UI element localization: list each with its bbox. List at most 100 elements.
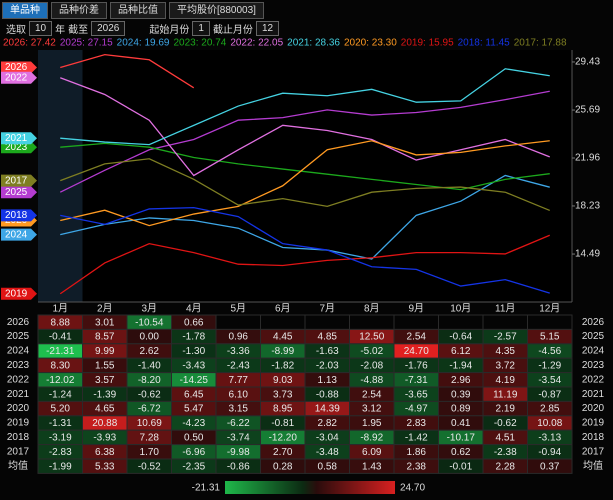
cell <box>215 314 261 330</box>
cell-value: -3.19 <box>49 433 72 444</box>
year-tag <box>1 287 37 300</box>
cell-value: -1.63 <box>316 346 339 357</box>
cell-value: -8.99 <box>271 346 294 357</box>
row-label: 2024 <box>582 346 605 357</box>
y-tick-label: 18.23 <box>575 201 600 212</box>
cell-value: -0.41 <box>49 332 72 343</box>
cell-value: -4.56 <box>538 346 561 357</box>
series-line <box>60 77 550 177</box>
cell-value: 3.01 <box>95 317 115 328</box>
year-tag-label: 2018 <box>5 210 28 221</box>
label: 选取 <box>6 25 26 36</box>
cell-value: 8.95 <box>273 404 293 415</box>
row-label: 2024 <box>7 346 30 357</box>
year-tag <box>1 186 37 199</box>
cell-value: 4.51 <box>496 433 516 444</box>
cell-value: -3.93 <box>93 433 116 444</box>
cell-value: 6.45 <box>184 389 204 400</box>
cell-value: 3.73 <box>273 389 293 400</box>
tab[interactable]: 单品种 <box>2 2 48 19</box>
year-tag <box>1 71 37 84</box>
cell-value: 5.15 <box>540 332 560 343</box>
series-line <box>60 174 550 260</box>
cell-value: 2.70 <box>273 447 293 458</box>
legend-entry: 2023: 20.74 <box>173 38 226 49</box>
series-line <box>60 206 550 294</box>
cell-value: -6.22 <box>227 418 250 429</box>
month-highlight <box>38 50 83 302</box>
cell-value: -0.01 <box>449 461 472 472</box>
cell-value: 0.00 <box>140 332 160 343</box>
cell-value: 0.39 <box>451 389 471 400</box>
row-label: 2023 <box>7 360 30 371</box>
label: 年 <box>55 25 66 36</box>
cell-value: 0.89 <box>451 404 471 415</box>
cell-value: 5.47 <box>184 404 204 415</box>
cell-value: 10.69 <box>137 418 162 429</box>
tab[interactable]: 平均股价[880003] <box>169 2 264 19</box>
cell-value: -3.74 <box>227 433 250 444</box>
label: 截止月份 <box>212 25 253 36</box>
series-line <box>60 68 550 146</box>
x-tick-label: 6月 <box>275 303 291 315</box>
x-tick-label: 9月 <box>408 303 424 315</box>
cell <box>349 314 395 330</box>
cell-value: -0.62 <box>138 389 161 400</box>
cell-value: -9.98 <box>227 447 250 458</box>
cell-value: 0.58 <box>318 461 338 472</box>
row-label: 2022 <box>582 374 605 385</box>
controls: 选取 10 年 截至 2026 起始月份 1 截止月份 12 <box>6 21 280 36</box>
cell-value: -0.81 <box>271 418 294 429</box>
cell <box>260 314 306 330</box>
scale-min: -21.31 <box>192 483 221 494</box>
series-line <box>60 140 550 227</box>
tab[interactable]: 品种价差 <box>51 2 107 19</box>
row-label: 2019 <box>582 418 605 429</box>
cell-value: -3.54 <box>538 375 561 386</box>
x-tick-label: 3月 <box>141 303 157 315</box>
cell-value: 2.54 <box>362 389 382 400</box>
cell-value: -3.43 <box>182 361 205 372</box>
cell-value: 5.33 <box>95 461 115 472</box>
row-label: 2017 <box>582 446 605 457</box>
row-label: 2021 <box>7 389 30 400</box>
tab[interactable]: 品种比值 <box>110 2 166 19</box>
row-label: 2022 <box>7 374 30 385</box>
color-scale <box>225 481 395 494</box>
label: 截至 <box>68 25 89 36</box>
cell <box>482 314 528 330</box>
cell-value: -0.64 <box>449 332 472 343</box>
legend-entry: 2019: 15.95 <box>401 38 454 49</box>
cell-value: 4.65 <box>95 404 115 415</box>
x-tick-label: 10月 <box>450 303 471 315</box>
input[interactable]: 1 <box>192 21 210 36</box>
cell-value: 2.19 <box>496 404 516 415</box>
cell-value: -21.31 <box>46 346 75 357</box>
cell-value: 1.95 <box>362 418 382 429</box>
year-tag-label: 2022 <box>5 72 28 83</box>
row-label: 2020 <box>7 403 30 414</box>
cell-value: -0.52 <box>138 461 161 472</box>
cell-value: 3.72 <box>496 361 516 372</box>
cell-value: 1.70 <box>140 447 160 458</box>
year-tag <box>1 228 37 241</box>
cell-value: 1.86 <box>407 447 427 458</box>
legend-entry: 2022: 22.05 <box>230 38 283 49</box>
input[interactable]: 2026 <box>91 21 126 36</box>
x-tick-label: 4月 <box>186 303 202 315</box>
input[interactable]: 12 <box>255 21 280 36</box>
cell-value: 0.37 <box>540 461 560 472</box>
cell-value: -2.38 <box>494 447 517 458</box>
y-tick-label: 25.69 <box>575 105 600 116</box>
year-tag-label: 2019 <box>5 288 28 299</box>
cell-value: -1.31 <box>49 418 72 429</box>
cell-value: 0.62 <box>451 447 471 458</box>
year-tag <box>1 61 37 74</box>
y-tick-label: 14.49 <box>575 249 600 260</box>
cell-value: 12.50 <box>359 332 384 343</box>
row-label: 2017 <box>7 446 30 457</box>
year-tag-label: 2026 <box>5 62 28 73</box>
year-tag-label: 2023 <box>5 142 28 153</box>
input[interactable]: 10 <box>29 21 53 36</box>
series-line <box>60 158 550 212</box>
